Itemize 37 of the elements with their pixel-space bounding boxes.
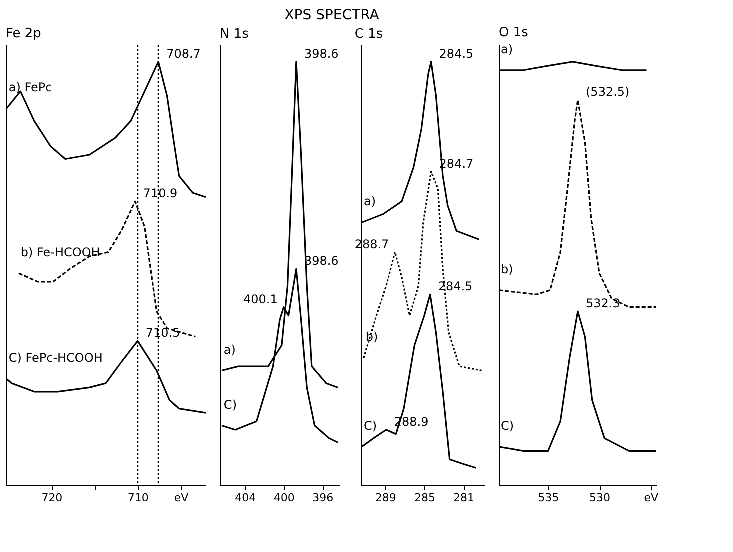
x-tick-label: 281 [454, 492, 475, 504]
annotation: 710.5 [146, 326, 180, 340]
x-tick-label: eV [174, 492, 190, 504]
x-tick-label: 404 [235, 492, 256, 504]
series-label: b) [366, 330, 378, 344]
chart-title: N 1s [220, 27, 250, 42]
x-tick-label: 535 [538, 492, 560, 504]
x-tick-label: 530 [590, 492, 611, 504]
annotation: 710.9 [143, 186, 178, 201]
chart-title: O 1s [499, 25, 529, 40]
series-label: C) [501, 418, 514, 433]
series-label: C) FePc-HCOOH [8, 351, 103, 366]
annotation: 532.3 [586, 296, 620, 311]
series-label: a) [224, 342, 236, 357]
annotation: 400.1 [244, 292, 278, 306]
x-tick-label: 720 [42, 492, 63, 504]
x-tick-label: 400 [274, 492, 295, 504]
annotation: (532.5) [586, 85, 630, 99]
series-label: a) [364, 194, 376, 209]
annotation: 284.5 [438, 280, 473, 294]
annotation: 284.5 [439, 46, 474, 61]
series-label: b) [501, 262, 514, 276]
chart-title: Fe 2p [6, 26, 42, 42]
x-tick-label: 396 [312, 492, 334, 504]
x-tick-label: eV [644, 492, 659, 504]
series-label: a) FePc [8, 80, 52, 94]
text: XPS SPECTRA [284, 7, 380, 24]
x-tick-label: 289 [375, 492, 396, 504]
chart-title: C 1s [354, 27, 384, 42]
series-label: C) [364, 418, 378, 433]
series-label: b) Fe-HCOOH [20, 245, 100, 260]
series-label: a) [501, 42, 514, 56]
series-label: C) [224, 398, 237, 412]
x-tick-label: 285 [414, 492, 436, 504]
annotation: 398.6 [304, 46, 339, 61]
x-tick-label: 710 [128, 492, 149, 504]
annotation: 708.7 [166, 46, 201, 61]
